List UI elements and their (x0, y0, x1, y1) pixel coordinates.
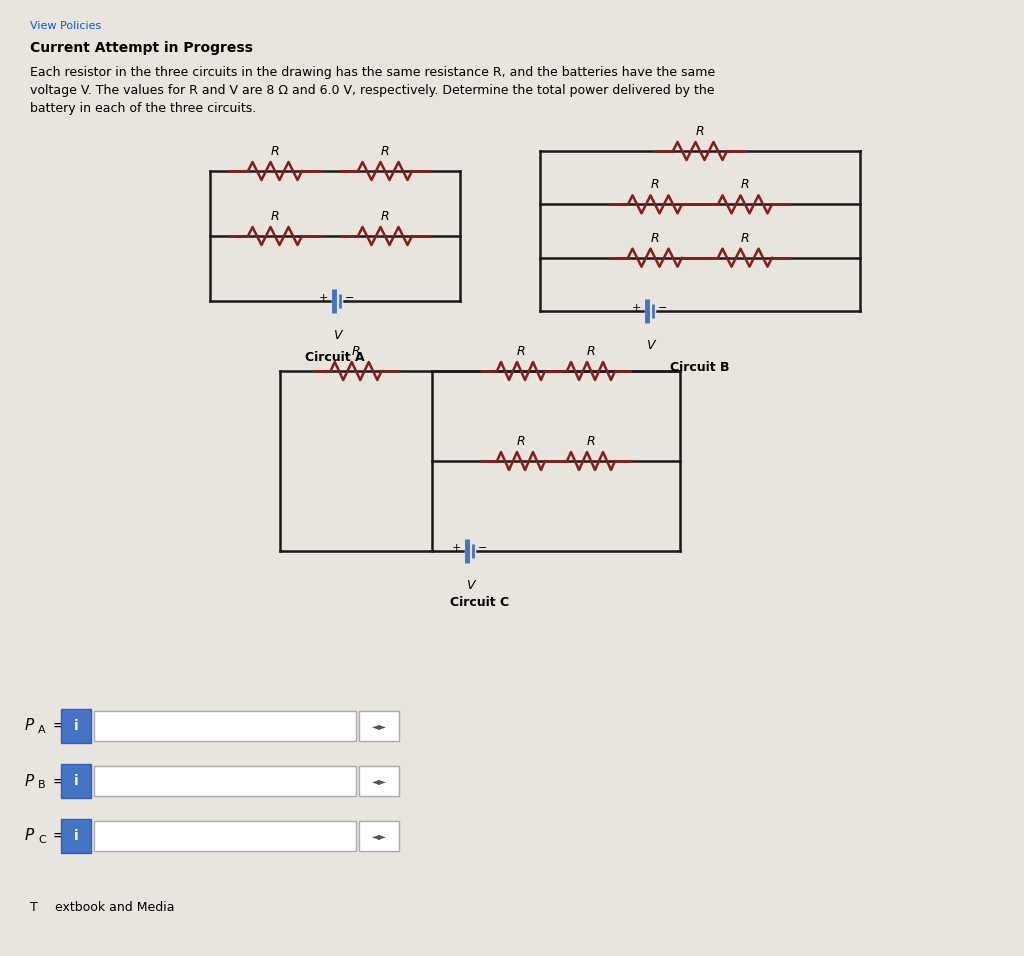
Text: R: R (270, 145, 280, 158)
Text: extbook and Media: extbook and Media (55, 901, 174, 914)
FancyBboxPatch shape (61, 819, 91, 853)
FancyBboxPatch shape (61, 764, 91, 798)
Text: ◄►: ◄► (372, 776, 386, 786)
FancyBboxPatch shape (359, 821, 399, 851)
Text: C: C (38, 835, 46, 845)
Text: V: V (333, 329, 341, 342)
Text: Each resistor in the three circuits in the drawing has the same resistance R, an: Each resistor in the three circuits in t… (30, 66, 715, 115)
Text: R: R (381, 145, 389, 158)
Text: =: = (48, 773, 66, 789)
Text: i: i (74, 774, 78, 788)
Text: B: B (38, 780, 46, 790)
Text: P: P (25, 773, 34, 789)
Text: ◄►: ◄► (372, 721, 386, 731)
Text: R: R (650, 231, 659, 245)
Text: R: R (740, 179, 750, 191)
Text: R: R (587, 435, 595, 448)
Text: Circuit A: Circuit A (305, 351, 365, 364)
Text: Current Attempt in Progress: Current Attempt in Progress (30, 41, 253, 55)
Text: R: R (650, 179, 659, 191)
Text: Circuit B: Circuit B (671, 361, 730, 374)
FancyBboxPatch shape (94, 711, 356, 741)
Text: P: P (25, 829, 34, 843)
Text: Circuit C: Circuit C (451, 596, 510, 609)
Text: i: i (74, 829, 78, 843)
Text: R: R (740, 231, 750, 245)
Text: R: R (270, 210, 280, 223)
Text: A: A (38, 725, 46, 735)
FancyBboxPatch shape (359, 766, 399, 796)
Text: −: − (345, 293, 354, 303)
Text: =: = (48, 829, 66, 843)
Text: R: R (517, 345, 525, 358)
Text: i: i (74, 719, 78, 733)
Text: P: P (25, 719, 34, 733)
Text: R: R (351, 345, 360, 358)
Text: T: T (30, 901, 38, 914)
Text: R: R (381, 210, 389, 223)
Text: =: = (48, 719, 66, 733)
Text: +: + (632, 303, 641, 313)
Text: +: + (452, 543, 461, 553)
FancyBboxPatch shape (61, 709, 91, 743)
Text: V: V (466, 579, 474, 592)
Text: V: V (646, 339, 654, 352)
Text: −: − (658, 303, 668, 313)
Text: −: − (478, 543, 487, 553)
FancyBboxPatch shape (94, 821, 356, 851)
Text: +: + (318, 293, 328, 303)
Text: View Policies: View Policies (30, 21, 101, 31)
Text: R: R (517, 435, 525, 448)
Text: ◄►: ◄► (372, 831, 386, 841)
FancyBboxPatch shape (359, 711, 399, 741)
FancyBboxPatch shape (94, 766, 356, 796)
Text: R: R (587, 345, 595, 358)
Text: R: R (695, 125, 705, 138)
